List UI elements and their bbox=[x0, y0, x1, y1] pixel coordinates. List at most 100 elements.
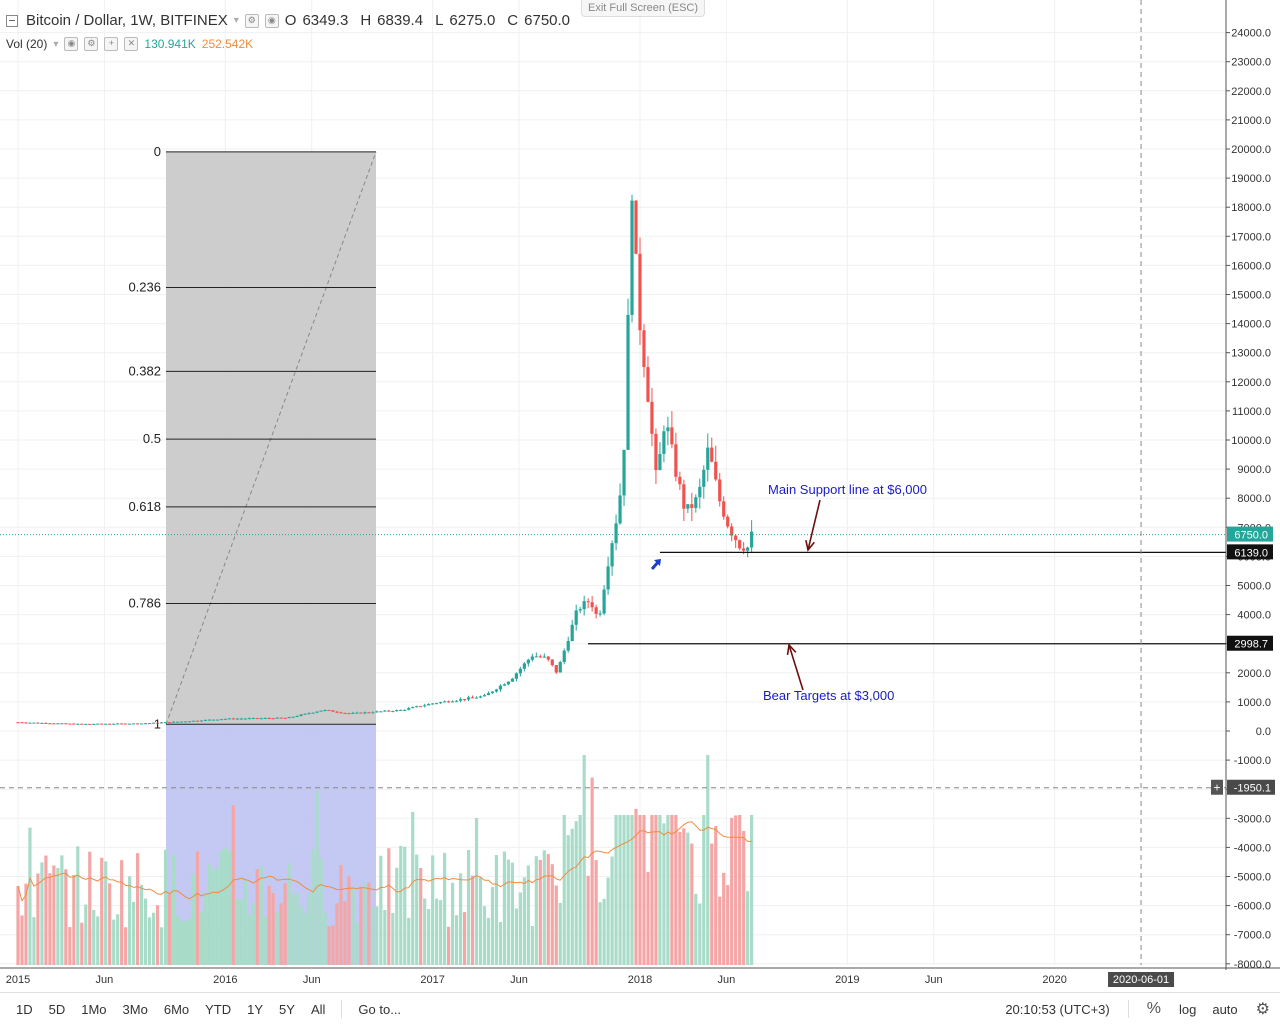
candle-body bbox=[319, 710, 323, 712]
candle-body bbox=[466, 697, 471, 700]
add-icon[interactable]: + bbox=[1213, 781, 1220, 795]
candle-body bbox=[399, 709, 403, 711]
candle-body bbox=[151, 722, 156, 724]
volume-bar bbox=[650, 815, 654, 965]
volume-bar bbox=[630, 815, 634, 965]
volume-bar bbox=[151, 912, 156, 965]
time-axis-label: 2019 bbox=[835, 974, 859, 986]
arrow-to-support[interactable] bbox=[807, 499, 821, 551]
collapse-icon[interactable] bbox=[6, 14, 18, 27]
volume-bar bbox=[28, 827, 32, 965]
volume-bar bbox=[219, 850, 223, 965]
volume-bar bbox=[104, 861, 108, 965]
candle-body bbox=[315, 711, 319, 713]
high-label: H bbox=[360, 12, 372, 29]
time-axis-label: 2020 bbox=[1042, 974, 1066, 986]
candle-body bbox=[498, 685, 503, 690]
price-marker-label: 2998.7 bbox=[1234, 639, 1268, 651]
candle-body bbox=[227, 718, 231, 720]
volume-title[interactable]: Vol (20) bbox=[6, 37, 48, 51]
range-6mo-button[interactable]: 6Mo bbox=[163, 1001, 190, 1017]
range-1d-button[interactable]: 1D bbox=[16, 1001, 33, 1017]
candle-body bbox=[546, 656, 550, 660]
volume-bar bbox=[403, 846, 407, 965]
candle-body bbox=[506, 681, 511, 685]
price-axis-label: -3000.0 bbox=[1234, 813, 1271, 825]
volume-bar bbox=[714, 826, 718, 965]
candle-body bbox=[351, 712, 355, 714]
range-1y-button[interactable]: 1Y bbox=[247, 1001, 264, 1017]
volume-bar bbox=[391, 912, 395, 965]
fib-level-label: 0.382 bbox=[128, 363, 161, 378]
volume-bar bbox=[40, 862, 44, 965]
volume-bar bbox=[327, 926, 331, 965]
candle-body bbox=[112, 723, 116, 725]
volume-bar bbox=[52, 865, 56, 965]
volume-bar bbox=[562, 815, 566, 965]
arrow-to-bear-target-head bbox=[786, 643, 797, 656]
volume-bar bbox=[92, 909, 96, 965]
hide-icon[interactable]: ◉ bbox=[264, 13, 279, 28]
range-all-button[interactable]: All bbox=[310, 1001, 326, 1017]
high-value: 6839.4 bbox=[377, 12, 424, 29]
add-icon[interactable]: + bbox=[104, 37, 119, 51]
volume-bar bbox=[32, 917, 36, 965]
range-1mo-button[interactable]: 1Mo bbox=[81, 1001, 107, 1017]
candle-body bbox=[431, 703, 435, 705]
candle-body bbox=[594, 607, 598, 614]
log-toggle[interactable]: log bbox=[1178, 1001, 1197, 1017]
volume-bar bbox=[586, 875, 590, 965]
price-axis-label: 17000.0 bbox=[1231, 231, 1271, 243]
candle-body bbox=[323, 710, 327, 712]
range-5d-button[interactable]: 5D bbox=[48, 1001, 66, 1017]
goto-button[interactable]: Go to... bbox=[358, 1001, 402, 1017]
range-ytd-button[interactable]: YTD bbox=[205, 1001, 232, 1017]
chevron-down-icon[interactable]: ▾ bbox=[53, 38, 59, 50]
candle-body bbox=[371, 712, 375, 714]
annotation-bear-target[interactable]: Bear Targets at $3,000 bbox=[763, 688, 894, 703]
crosshair-plus-bg[interactable] bbox=[1211, 779, 1223, 795]
arrow-to-bear-target[interactable] bbox=[788, 644, 804, 691]
range-5y-button[interactable]: 5Y bbox=[279, 1001, 295, 1017]
time-axis-label: Jun bbox=[718, 974, 736, 986]
range-3mo-button[interactable]: 3Mo bbox=[122, 1001, 148, 1017]
candle-body bbox=[734, 535, 738, 541]
price-marker-bg bbox=[1227, 635, 1273, 651]
candle-body bbox=[327, 710, 331, 712]
candle-body bbox=[686, 504, 690, 509]
candle-body bbox=[132, 723, 136, 725]
volume-bar bbox=[582, 755, 586, 965]
crosshair-time-bg bbox=[1108, 972, 1175, 987]
candle-body bbox=[478, 696, 483, 698]
volume-bar bbox=[100, 857, 104, 965]
chart-area[interactable]: 0 0.236 0.382 0.5 0.618 0.786 1 Main Support li… bbox=[0, 0, 1280, 995]
symbol-title[interactable]: Bitcoin / Dollar, 1W, BITFINEX bbox=[26, 12, 228, 29]
settings-icon[interactable]: ⚙ bbox=[244, 13, 259, 28]
candle-body bbox=[538, 656, 542, 658]
hide-icon[interactable]: ◉ bbox=[64, 37, 79, 51]
volume-bar bbox=[147, 917, 152, 965]
percent-toggle[interactable]: % bbox=[1146, 1000, 1161, 1017]
close-icon[interactable]: ✕ bbox=[124, 37, 139, 51]
volume-bar bbox=[343, 901, 347, 965]
volume-bar bbox=[742, 831, 746, 965]
volume-bar bbox=[654, 815, 658, 965]
chevron-down-icon[interactable]: ▾ bbox=[233, 15, 239, 26]
volume-bar bbox=[331, 925, 335, 965]
exit-fullscreen-button[interactable]: Exit Full Screen (ESC) bbox=[581, 0, 706, 17]
candle-body bbox=[454, 700, 459, 702]
volume-bar bbox=[726, 885, 730, 965]
candle-body bbox=[331, 710, 335, 712]
volume-bar bbox=[646, 871, 650, 965]
candle-body bbox=[60, 723, 64, 725]
volume-bar bbox=[227, 850, 231, 965]
price-chart[interactable]: 0 0.236 0.382 0.5 0.618 0.786 1 Main Support li… bbox=[0, 0, 1280, 995]
candle-body bbox=[602, 589, 606, 614]
volume-bar bbox=[76, 846, 80, 965]
annotation-support[interactable]: Main Support line at $6,000 bbox=[768, 482, 927, 497]
auto-toggle[interactable]: auto bbox=[1212, 1001, 1238, 1017]
volume-bar bbox=[16, 886, 20, 965]
price-axis-label: 4000.0 bbox=[1237, 610, 1271, 622]
gear-icon[interactable]: ⚙ bbox=[1255, 1001, 1270, 1018]
settings-icon[interactable]: ⚙ bbox=[84, 37, 99, 51]
